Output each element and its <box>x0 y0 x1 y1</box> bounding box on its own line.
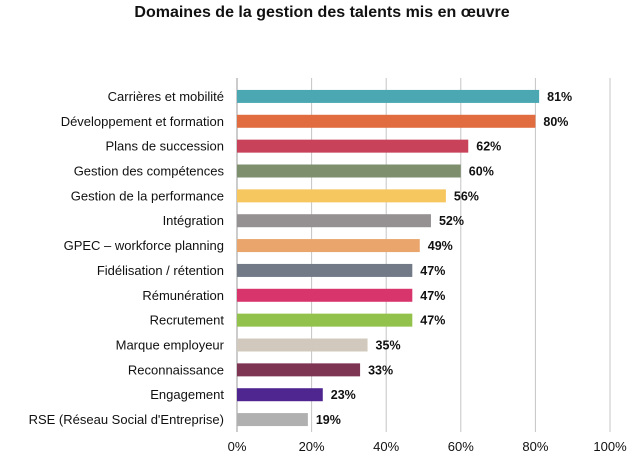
bars <box>237 89 540 427</box>
category-label: Carrières et mobilité <box>108 89 224 104</box>
category-label: Intégration <box>163 213 224 228</box>
gridlines <box>236 78 611 432</box>
bar <box>237 313 413 327</box>
x-tick-label: 20% <box>299 439 325 454</box>
category-label: Plans de succession <box>105 139 224 154</box>
category-label: Engagement <box>150 387 224 402</box>
value-label: 47% <box>420 264 445 278</box>
bar <box>237 388 323 402</box>
bar <box>237 189 446 203</box>
value-label: 19% <box>316 413 341 427</box>
value-label: 47% <box>420 314 445 328</box>
category-label: Gestion de la performance <box>71 188 224 203</box>
bar <box>237 413 308 427</box>
value-label: 60% <box>469 165 494 179</box>
chart-title: Domaines de la gestion des talents mis e… <box>134 4 510 21</box>
value-label: 23% <box>331 388 356 402</box>
bar <box>237 288 413 302</box>
x-tick-label: 80% <box>522 439 548 454</box>
x-axis-tick-labels: 0% 20% 40% 60% 80% 100% <box>228 439 627 454</box>
value-label: 35% <box>376 339 401 353</box>
x-tick-label: 60% <box>448 439 474 454</box>
bar <box>237 139 469 153</box>
value-label: 33% <box>368 363 393 377</box>
category-label: Développement et formation <box>61 114 224 129</box>
category-label: Gestion des compétences <box>74 164 225 179</box>
x-tick-label: 100% <box>593 439 627 454</box>
bar <box>237 89 540 103</box>
value-label: 52% <box>439 214 464 228</box>
category-label: Recrutement <box>150 313 225 328</box>
value-label: 47% <box>420 289 445 303</box>
bar <box>237 263 413 277</box>
value-label: 62% <box>476 140 501 154</box>
category-label: GPEC – workforce planning <box>64 238 224 253</box>
value-labels: 81% 80% 62% 60% 56% 52% 49% 47% 47% 47% 35% 33% 23% 1… <box>316 90 572 427</box>
value-label: 80% <box>543 115 568 129</box>
category-label: RSE (Réseau Social d'Entreprise) <box>29 412 224 427</box>
value-label: 81% <box>547 90 572 104</box>
category-label: Fidélisation / rétention <box>97 263 224 278</box>
bar <box>237 338 368 352</box>
x-tick-label: 0% <box>228 439 247 454</box>
category-label: Reconnaissance <box>128 362 224 377</box>
category-label: Rémunération <box>142 288 224 303</box>
x-tick-label: 40% <box>373 439 399 454</box>
bar <box>237 114 536 128</box>
category-label: Marque employeur <box>116 338 225 353</box>
value-label: 49% <box>428 239 453 253</box>
bar <box>237 363 361 377</box>
value-label: 56% <box>454 189 479 203</box>
category-labels: Carrières et mobilité Développement et fo… <box>29 89 225 427</box>
bar <box>237 164 461 178</box>
bar <box>237 214 431 228</box>
bar <box>237 239 420 253</box>
